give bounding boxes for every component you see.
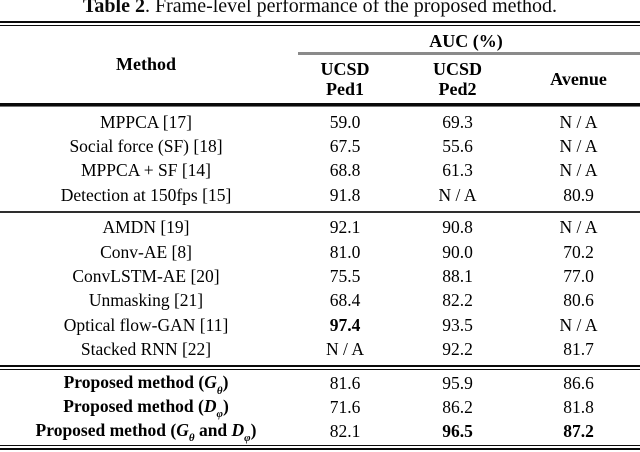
table-row: MPPCA [17] 59.0 69.3 N / A [0,110,640,134]
table-row: Detection at 150fps [15] 91.8 N / A 80.9 [0,183,640,207]
value-cell: 80.6 [563,290,594,311]
value-cell: N / A [559,160,598,181]
row-group: MPPCA [17] 59.0 69.3 N / A Social force (SF)… [0,107,640,211]
column-header-ucsd-ped1: UCSD Ped1 [320,59,370,99]
value-cell: 68.4 [329,290,361,311]
column-header-avenue: Avenue [550,69,607,89]
value-cell: 55.6 [442,136,473,157]
value-cell: N / A [559,217,598,238]
method-cell: Detection at 150fps [15] [60,184,232,205]
table-row: Proposed method (Dφ) 71.6 86.2 81.8 [0,395,640,421]
table-row: Proposed method (Gθ) 81.6 95.9 86.6 [0,372,640,397]
dataset-column-headers: UCSD Ped1 UCSD Ped2 Avenue [292,55,640,103]
method-cell: Optical flow-GAN [11] [63,314,229,335]
math-symbol: Dφ [231,419,251,445]
table-row: Unmasking [21] 68.4 82.2 80.6 [0,289,640,313]
table-row: Social force (SF) [18] 67.5 55.6 N / A [0,134,640,158]
value-cell: 88.1 [442,266,473,287]
table-row: Optical flow-GAN [11] 97.4 93.5 N / A [0,313,640,337]
column-header-ucsd-ped2: UCSD Ped2 [432,59,482,99]
method-cell: Proposed method (Gθ and Dφ) [35,419,257,445]
table-caption-text: . Frame-level performance of the propose… [144,0,558,17]
row-group: AMDN [19] 92.1 90.8 N / A Conv-AE [8] 81.0 90.… [0,213,640,365]
value-cell: N / A [559,314,598,335]
method-cell: ConvLSTM-AE [20] [72,266,220,287]
table-row: Conv-AE [8] 81.0 90.0 70.2 [0,240,640,264]
value-cell: N / A [559,111,598,132]
math-symbol: Dφ [203,395,223,421]
value-cell: 80.9 [563,184,594,205]
auc-span-header: AUC (%) [429,31,503,51]
method-cell: AMDN [19] [102,217,190,238]
value-cell: 70.2 [563,241,594,262]
auc-header-block: AUC (%) UCSD Ped1 UCSD Ped2 Avenue [292,26,640,103]
method-cell: MPPCA [17] [100,111,192,132]
value-cell: 67.5 [329,136,361,157]
value-cell: N / A [559,136,598,157]
value-cell: 97.4 [329,314,361,335]
value-cell: 93.5 [442,314,473,335]
table-header: Method AUC (%) UCSD Ped1 UCSD Ped2 Avenu… [0,26,640,103]
value-cell: 81.6 [329,373,361,394]
table-row: ConvLSTM-AE [20] 75.5 88.1 77.0 [0,264,640,288]
value-cell: 95.9 [442,373,473,394]
value-cell: 92.2 [442,339,473,360]
value-cell: 82.2 [442,290,473,311]
value-cell: 81.0 [329,241,361,262]
value-cell: 75.5 [329,266,361,287]
value-cell: 92.1 [329,217,361,238]
method-cell: Social force (SF) [18] [69,136,223,157]
table-row: Proposed method (Gθ and Dφ) 82.1 96.5 87.2 [0,419,640,445]
table-body: MPPCA [17] 59.0 69.3 N / A Social force (SF)… [0,107,640,451]
table-row: AMDN [19] 92.1 90.8 N / A [0,216,640,240]
group-separator-double-rule [0,364,640,370]
auc-underline-rule [298,52,640,55]
group-separator-rule [0,210,640,213]
method-cell: Proposed method (Dφ) [63,395,229,421]
method-cell: MPPCA + SF [14] [81,160,211,181]
value-cell: 71.6 [329,397,361,418]
value-cell: 68.8 [329,160,361,181]
math-symbol: Gθ [176,419,195,445]
value-cell: 86.6 [563,373,594,394]
value-cell: 82.1 [329,420,361,441]
value-cell: 86.2 [442,397,473,418]
method-cell: Unmasking [21] [88,290,204,311]
table-row: MPPCA + SF [14] 68.8 61.3 N / A [0,159,640,183]
value-cell: 91.8 [329,184,361,205]
value-cell: N / A [326,339,364,360]
value-cell: 96.5 [442,420,473,441]
value-cell: 77.0 [563,266,594,287]
table-caption-number: Table 2 [82,0,145,17]
table-top-rule [0,21,640,26]
value-cell: N / A [438,184,477,205]
value-cell: 81.8 [563,397,594,418]
math-symbol: Gθ [204,372,223,397]
value-cell: 81.7 [563,339,594,360]
method-cell: Proposed method (Gθ) [63,372,229,397]
row-group: Proposed method (Gθ) 81.6 95.9 86.6 Proposed… [0,370,640,445]
header-bottom-rule [0,103,640,107]
value-cell: 90.0 [442,241,473,262]
value-cell: 69.3 [442,111,473,132]
value-cell: 59.0 [329,111,361,132]
table-row: Stacked RNN [22] N / A 92.2 81.7 [0,338,640,362]
column-header-method: Method [116,54,176,74]
value-cell: 87.2 [563,420,594,441]
value-cell: 90.8 [442,217,473,238]
method-cell: Conv-AE [8] [100,241,192,262]
table-caption: Table 2. Frame-level performance of the … [0,0,640,17]
value-cell: 61.3 [442,160,473,181]
table-bottom-rule [0,445,640,451]
method-cell: Stacked RNN [22] [80,339,212,360]
